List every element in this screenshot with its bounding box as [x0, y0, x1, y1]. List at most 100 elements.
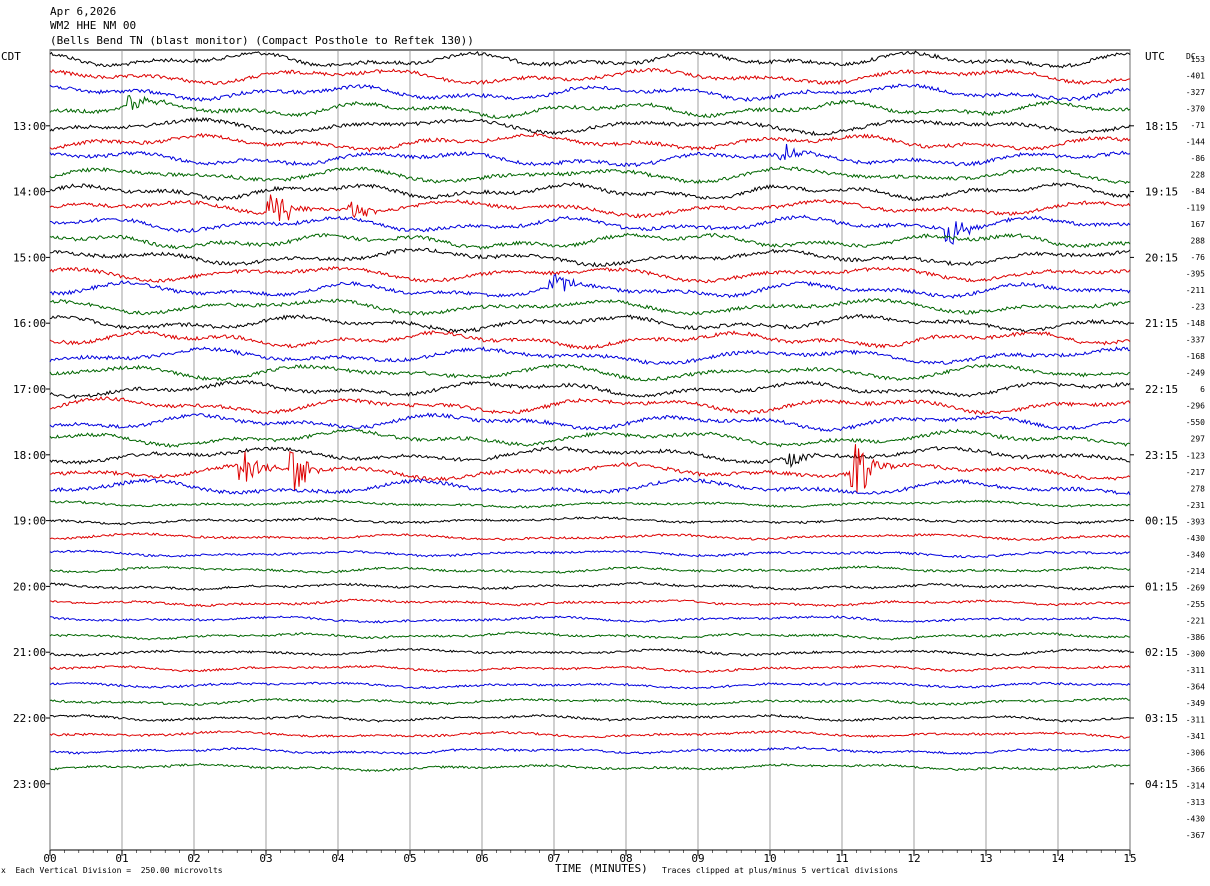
- dc-offset-label: -123: [1186, 451, 1205, 460]
- dc-offset-label: -269: [1186, 583, 1205, 592]
- trace-line: [49, 194, 1131, 222]
- header-description: (Bells Bend TN (blast monitor) (Compact …: [50, 34, 474, 47]
- dc-offset-label: -300: [1186, 649, 1205, 658]
- utc-hour-label: 20:15: [1145, 251, 1178, 264]
- trace-line: [49, 330, 1131, 351]
- trace-line: [49, 94, 1131, 120]
- dc-offset-label: -168: [1186, 352, 1205, 361]
- dc-offset-label: -430: [1186, 814, 1205, 823]
- dc-offset-label: -349: [1186, 699, 1205, 708]
- x-tick-label: 00: [43, 852, 56, 865]
- x-tick-label: 04: [331, 852, 345, 865]
- dc-offset-label: 228: [1191, 171, 1206, 180]
- trace-line: [49, 664, 1131, 673]
- local-hour-label: 22:00: [13, 712, 46, 725]
- dc-offset-label: -337: [1186, 336, 1205, 345]
- scale-note-text: Each Vertical Division = 250.00 microvol…: [15, 866, 223, 875]
- utc-hour-label: 02:15: [1145, 646, 1178, 659]
- utc-hour-label: 03:15: [1145, 712, 1178, 725]
- header-date: Apr 6,2026: [50, 5, 117, 18]
- local-hour-label: 16:00: [13, 317, 46, 330]
- trace-line: [49, 565, 1131, 574]
- utc-hour-label: 19:15: [1145, 186, 1178, 199]
- dc-offset-label: -217: [1186, 468, 1205, 477]
- trace-line: [49, 648, 1131, 657]
- x-tick-label: 06: [475, 852, 488, 865]
- trace-line: [49, 363, 1131, 382]
- x-tick-label: 15: [1123, 852, 1136, 865]
- local-hour-label: 13:00: [13, 120, 46, 133]
- dc-offset-label: -214: [1186, 567, 1205, 576]
- x-tick-label: 10: [763, 852, 776, 865]
- dc-offset-label: -393: [1186, 517, 1205, 526]
- dc-offset-label: -395: [1186, 270, 1205, 279]
- dc-offset-label: 6: [1200, 385, 1205, 394]
- dc-offset-label: -327: [1186, 88, 1205, 97]
- dc-offset-label: -255: [1186, 600, 1205, 609]
- trace-line: [49, 412, 1131, 432]
- dc-offset-label: -148: [1186, 319, 1205, 328]
- x-tick-label: 09: [691, 852, 704, 865]
- trace-line: [49, 265, 1131, 284]
- x-tick-label: 03: [259, 852, 272, 865]
- dc-offset-label: -221: [1186, 616, 1205, 625]
- x-tick-label: 07: [547, 852, 560, 865]
- trace-line: [49, 532, 1131, 541]
- trace-line: [49, 428, 1131, 448]
- trace-line: [49, 214, 1131, 245]
- trace-line: [49, 713, 1131, 723]
- local-hour-label: 17:00: [13, 383, 46, 396]
- dc-offset-label: -84: [1191, 187, 1206, 196]
- trace-line: [49, 729, 1131, 739]
- trace-line: [49, 762, 1131, 773]
- x-tick-label: 08: [619, 852, 632, 865]
- dc-offset-label: -23: [1191, 303, 1206, 312]
- trace-line: [49, 499, 1131, 509]
- trace-line: [49, 445, 1131, 469]
- trace-line: [49, 143, 1131, 168]
- x-tick-label: 01: [115, 852, 128, 865]
- local-hour-label: 21:00: [13, 646, 46, 659]
- trace-line: [49, 116, 1131, 137]
- dc-offset-label: -71: [1191, 121, 1206, 130]
- utc-hour-label: 21:15: [1145, 317, 1178, 330]
- dc-offset-label: -144: [1186, 138, 1205, 147]
- clip-note: Traces clipped at plus/minus 5 vertical …: [662, 866, 899, 875]
- local-hour-label: 15:00: [13, 251, 46, 264]
- trace-line: [50, 615, 1131, 624]
- local-hour-label: 14:00: [13, 186, 46, 199]
- dc-offset-label: -367: [1186, 831, 1205, 840]
- dc-offset-label: -386: [1186, 633, 1205, 642]
- trace-line: [49, 477, 1131, 496]
- local-timezone-label: CDT: [1, 50, 21, 63]
- trace-line: [49, 132, 1131, 153]
- dc-offset-label: -364: [1186, 682, 1205, 691]
- dc-offset-label: -366: [1186, 765, 1205, 774]
- trace-line: [49, 379, 1131, 400]
- local-hour-label: 19:00: [13, 515, 46, 528]
- dc-offset-label: -314: [1186, 781, 1205, 790]
- dc-offset-label: 278: [1191, 484, 1206, 493]
- x-tick-label: 11: [835, 852, 848, 865]
- dc-offset-label: -370: [1186, 105, 1205, 114]
- trace-line: [49, 697, 1131, 707]
- dc-offset-label: -296: [1186, 402, 1205, 411]
- x-tick-label: 14: [1051, 852, 1065, 865]
- trace-line: [49, 232, 1131, 250]
- dc-offset-label: -86: [1191, 154, 1206, 163]
- trace-line: [49, 165, 1131, 185]
- local-hour-label: 20:00: [13, 580, 46, 593]
- trace-line: [50, 298, 1131, 316]
- trace-line: [49, 549, 1131, 559]
- dc-offset-label: -211: [1186, 286, 1205, 295]
- utc-hour-label: 00:15: [1145, 515, 1178, 528]
- dc-offset-label: -340: [1186, 550, 1205, 559]
- trace-line: [49, 181, 1131, 202]
- x-axis-title: TIME (MINUTES): [555, 862, 648, 875]
- scale-note-mark: x: [1, 866, 6, 875]
- dc-column-label: DC: [1186, 52, 1196, 61]
- trace-line: [49, 444, 1131, 494]
- utc-hour-label: 04:15: [1145, 778, 1178, 791]
